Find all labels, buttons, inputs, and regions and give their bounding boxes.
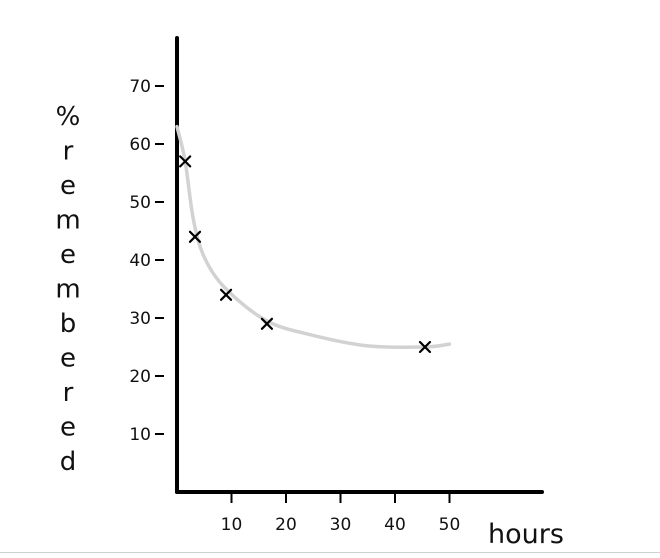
y-axis-label-char: e [60, 240, 76, 270]
y-tick-label: 60 [129, 135, 151, 155]
trend-curve [175, 124, 452, 350]
y-tick-label: 10 [129, 425, 151, 445]
x-tick-label: 10 [221, 515, 243, 535]
y-axis-label-char: e [60, 413, 76, 443]
y-axis-label-char: m [55, 206, 80, 236]
y-tick-label: 50 [129, 193, 151, 213]
y-axis-label-char: r [63, 378, 74, 408]
bottom-divider [0, 552, 660, 553]
y-axis-label-char: b [60, 309, 77, 339]
x-tick-label: 50 [439, 515, 461, 535]
data-point [418, 340, 432, 354]
y-axis-label-char: r [63, 137, 74, 167]
x-axis-label: hours [488, 519, 564, 550]
y-axis-label-char: m [55, 275, 80, 305]
y-tick-label: 70 [129, 77, 151, 97]
y-axis-label-char: d [60, 447, 77, 477]
x-tick-label: 30 [330, 515, 352, 535]
x-tick-label: 40 [384, 515, 406, 535]
y-tick-label: 40 [129, 251, 151, 271]
data-markers [179, 155, 432, 354]
x-tick-label: 20 [275, 515, 297, 535]
y-tick-label: 20 [129, 367, 151, 387]
data-point [260, 317, 274, 330]
y-ticks: 10 20 30 40 50 60 70 [129, 77, 164, 445]
data-point [219, 288, 233, 301]
y-axis-label-char: e [60, 171, 76, 201]
data-point [179, 155, 192, 168]
y-tick-label: 30 [129, 309, 151, 329]
data-point [188, 230, 202, 243]
x-ticks: 10 20 30 40 50 [221, 494, 461, 535]
y-axis-label-char: % [56, 102, 81, 132]
y-axis-label-char: e [60, 344, 76, 374]
